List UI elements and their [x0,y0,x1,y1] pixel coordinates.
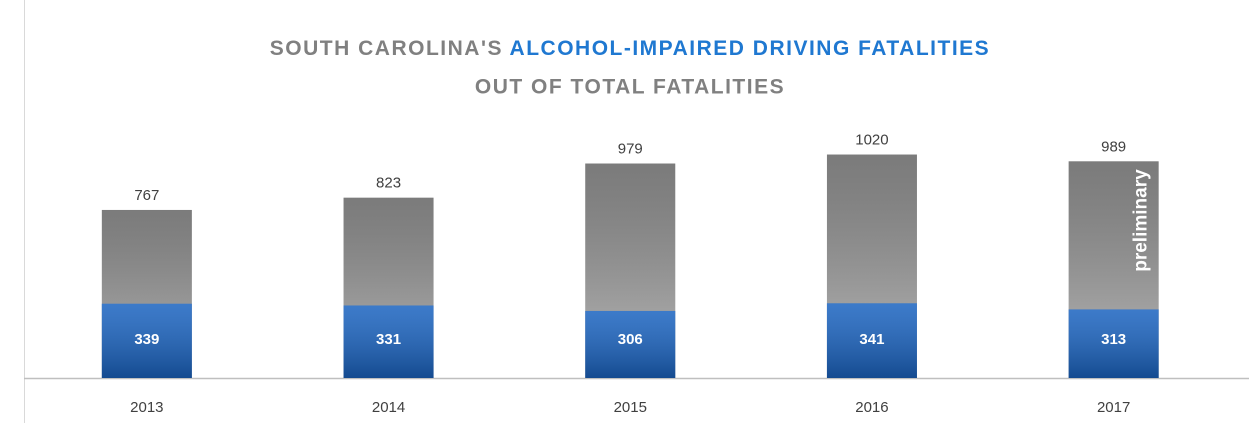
value-label: 1020 [855,131,888,148]
bar-shade [343,305,434,378]
title-part: SOUTH CAROLINA'S [270,37,503,60]
bar-shade [826,303,917,378]
value-label: 341 [859,331,884,348]
value-label: 979 [618,140,643,157]
value-label: 823 [376,175,401,192]
x-tick-label: 2017 [1097,399,1130,416]
x-tick-label: 2014 [372,399,405,416]
x-tick-label: 2013 [130,399,163,416]
chart-title: SOUTH CAROLINA'S ALCOHOL-IMPAIRED DRIVIN… [270,37,990,60]
value-label: 331 [376,331,401,348]
value-label: 313 [1101,331,1126,348]
value-label: 989 [1101,138,1126,155]
value-label: 306 [618,331,643,348]
chart-title: OUT OF TOTAL FATALITIES [475,76,785,99]
value-label: 339 [134,331,159,348]
bar-shade [101,303,192,378]
value-label: 767 [134,187,159,204]
title-part: ALCOHOL-IMPAIRED DRIVING FATALITIES [510,37,991,60]
bar-shade [1068,309,1159,378]
bar-shade [585,310,676,378]
x-tick-label: 2015 [614,399,647,416]
x-tick-label: 2016 [855,399,888,416]
annotation: preliminary [1131,169,1152,272]
